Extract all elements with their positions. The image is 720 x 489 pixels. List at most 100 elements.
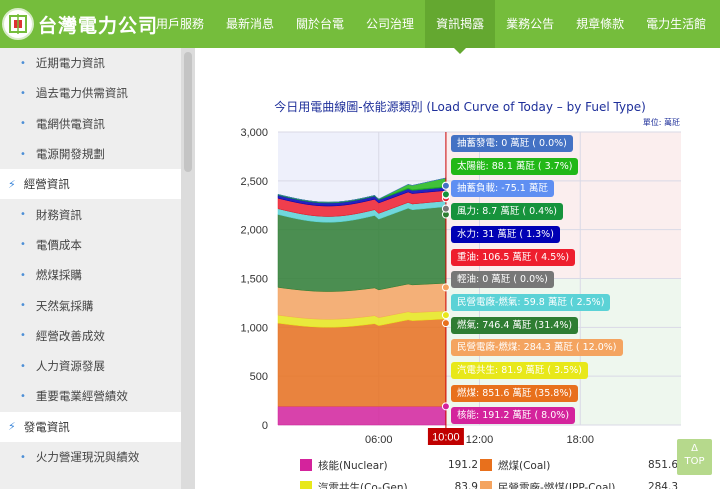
tooltip-11: 燃煤: 851.6 萬瓩 (35.8%) <box>451 384 579 402</box>
cursor-point <box>441 402 450 411</box>
back-to-top-button[interactable]: Δ TOP <box>677 439 712 475</box>
cursor-point <box>441 319 450 328</box>
bullet-icon: • <box>20 57 26 69</box>
bullet-icon: • <box>20 209 26 221</box>
sidebar-item-label: 火力營運現況與績效 <box>35 450 140 464</box>
sidebar-item-9[interactable]: • 經營改善成效 <box>0 320 181 351</box>
bullet-icon: • <box>20 87 26 99</box>
sidebar-item-5[interactable]: • 財務資訊 <box>0 199 181 230</box>
tooltip-0: 抽蓄發電: 0 萬瓩 ( 0.0%) <box>451 135 573 152</box>
lightning-icon: ⚡ <box>8 177 16 191</box>
tooltip-5: 重油: 106.5 萬瓩 ( 4.5%) <box>451 248 576 266</box>
sidebar-category-12[interactable]: ⚡ 發電資訊 <box>0 411 181 442</box>
cursor-point <box>441 190 450 199</box>
sidebar-item-0[interactable]: • 近期電力資訊 <box>0 48 181 79</box>
legend-swatch <box>480 459 492 471</box>
x-tick-label: 18:00 <box>566 434 594 446</box>
nav-item-5[interactable]: 業務公告 <box>506 17 555 31</box>
nav-item-7[interactable]: 電力生活館 <box>646 17 707 31</box>
sidebar-item-1[interactable]: • 過去電力供需資訊 <box>0 78 181 109</box>
nav-item-2[interactable]: 關於台電 <box>296 17 345 31</box>
sidebar-item-label: 燃煤採購 <box>35 268 82 283</box>
sidebar-item-label: 經營改善成效 <box>35 328 105 343</box>
sidebar-item-11[interactable]: • 重要電業經營績效 <box>0 381 181 412</box>
sidebar: • 近期電力資訊 • 過去電力供需資訊 • 電網供電資訊 • 電源開發規劃 ⚡ 經營資訊 • 財務資訊… <box>0 48 181 489</box>
nav-item-3[interactable]: 公司治理 <box>366 17 415 31</box>
tooltip-12: 核能: 191.2 萬瓩 ( 8.0%) <box>451 407 576 425</box>
area-1 <box>277 318 447 407</box>
bullet-icon: • <box>20 239 26 251</box>
sidebar-item-label: 電價成本 <box>35 237 82 252</box>
nav-item-4[interactable]: 資訊揭露 <box>425 0 496 54</box>
cursor-label-box <box>427 428 464 445</box>
bullet-icon: • <box>20 300 26 312</box>
y-tick-label: 2,000 <box>240 225 268 237</box>
taipower-emblem-icon <box>2 8 34 40</box>
legend-label: 民營電廠-燃煤(IPP-Coal) <box>498 481 616 489</box>
sidebar-category-4[interactable]: ⚡ 經營資訊 <box>0 169 181 200</box>
tooltip-8: 燃氣: 746.4 萬瓩 (31.4%) <box>451 316 579 334</box>
legend-label: 汽電共生(Co-Gen) <box>318 481 408 489</box>
legend-value: 83.9 <box>454 481 478 489</box>
sidebar-item-8[interactable]: • 天然氣採購 <box>0 290 181 321</box>
legend-label: 核能(Nuclear) <box>318 459 388 472</box>
bullet-icon: • <box>20 390 26 402</box>
nav-item-6[interactable]: 規章條款 <box>576 17 625 31</box>
bullet-icon: • <box>20 118 26 130</box>
tooltip-10: 汽電共生: 81.9 萬瓩 ( 3.5%) <box>451 362 588 379</box>
sidebar-item-6[interactable]: • 電價成本 <box>0 229 181 261</box>
sidebar-item-label: 財務資訊 <box>35 207 82 222</box>
sidebar-item-7[interactable]: • 燃煤採購 <box>0 260 181 291</box>
sidebar-item-2[interactable]: • 電網供電資訊 <box>0 108 181 139</box>
y-tick-label: 1,500 <box>240 274 268 286</box>
legend-item-0[interactable]: 核能(Nuclear) 191.2 <box>300 457 478 473</box>
top-header: 台灣電力公司 用戶服務 最新消息 關於台電 公司治理 資訊揭露 業務公告 規章條款 電力生活館… <box>0 0 720 54</box>
chart-title: 今日用電曲線圖-依能源類別 (Load Curve of Today – by … <box>274 100 646 114</box>
sidebar-item-label: 發電資訊 <box>23 419 70 434</box>
sidebar-item-label: 重要電業經營績效 <box>35 389 128 404</box>
sidebar-item-10[interactable]: • 人力資源發展 <box>0 350 181 382</box>
legend-swatch <box>480 481 492 489</box>
cursor-point <box>441 311 450 320</box>
bullet-icon: • <box>20 330 26 342</box>
cursor-label: 10:00 <box>432 432 460 444</box>
sidebar-item-13[interactable]: • 火力營運現況與績效 <box>0 441 181 473</box>
legend-swatch <box>300 459 312 471</box>
sidebar-item-label: 人力資源發展 <box>35 359 105 374</box>
load-curve-chart: 今日用電曲線圖-依能源類別 (Load Curve of Today – by … <box>200 90 720 489</box>
tooltip-1: 太陽能: 88.1 萬瓩 ( 3.7%) <box>451 157 579 175</box>
bullet-icon: • <box>20 451 26 463</box>
brand-name: 台灣電力公司 <box>38 14 159 37</box>
sidebar-item-label: 天然氣採購 <box>35 298 94 313</box>
legend-item-2[interactable]: 汽電共生(Co-Gen) 83.9 <box>300 479 478 489</box>
sidebar-item-label: 近期電力資訊 <box>35 56 105 71</box>
scrollbar-thumb[interactable] <box>184 52 192 172</box>
area-0 <box>277 406 447 426</box>
sidebar-item-3[interactable]: • 電源開發規劃 <box>0 138 181 170</box>
y-tick-label: 3,000 <box>240 127 268 139</box>
sidebar-item-label: 電網供電資訊 <box>35 116 105 131</box>
legend-value: 851.6 <box>647 459 678 471</box>
top-label: TOP <box>684 456 705 467</box>
arrow-up-icon: Δ <box>691 443 698 454</box>
nav-item-1[interactable]: 最新消息 <box>226 17 275 31</box>
y-tick-label: 0 <box>262 420 268 432</box>
sidebar-item-label: 經營資訊 <box>23 177 70 192</box>
tooltip-4: 水力: 31 萬瓩 ( 1.3%) <box>451 225 560 243</box>
legend-swatch <box>300 481 312 489</box>
tooltip-3: 風力: 8.7 萬瓩 ( 0.4%) <box>451 203 563 221</box>
chart-unit: 單位: 萬瓩 <box>642 118 680 127</box>
legend-item-1[interactable]: 燃煤(Coal) 851.6 <box>480 457 678 473</box>
sidebar-scrollbar[interactable] <box>181 48 195 489</box>
y-tick-label: 500 <box>250 371 268 383</box>
legend-label: 燃煤(Coal) <box>498 459 551 472</box>
tooltip-7: 民營電廠-燃氣: 59.8 萬瓩 ( 2.5%) <box>451 293 611 311</box>
brand-logo[interactable]: 台灣電力公司 <box>2 4 158 44</box>
legend-item-3[interactable]: 民營電廠-燃煤(IPP-Coal) 284.3 <box>480 479 678 489</box>
sidebar-item-label: 電源開發規劃 <box>35 147 105 162</box>
bullet-icon: • <box>20 148 26 160</box>
nav-item-0[interactable]: 用戶服務 <box>156 17 205 31</box>
sidebar-item-label: 過去電力供需資訊 <box>35 86 128 101</box>
tooltip-6: 輕油: 0 萬瓩 ( 0.0%) <box>451 271 554 289</box>
legend-value: 191.2 <box>447 459 478 471</box>
